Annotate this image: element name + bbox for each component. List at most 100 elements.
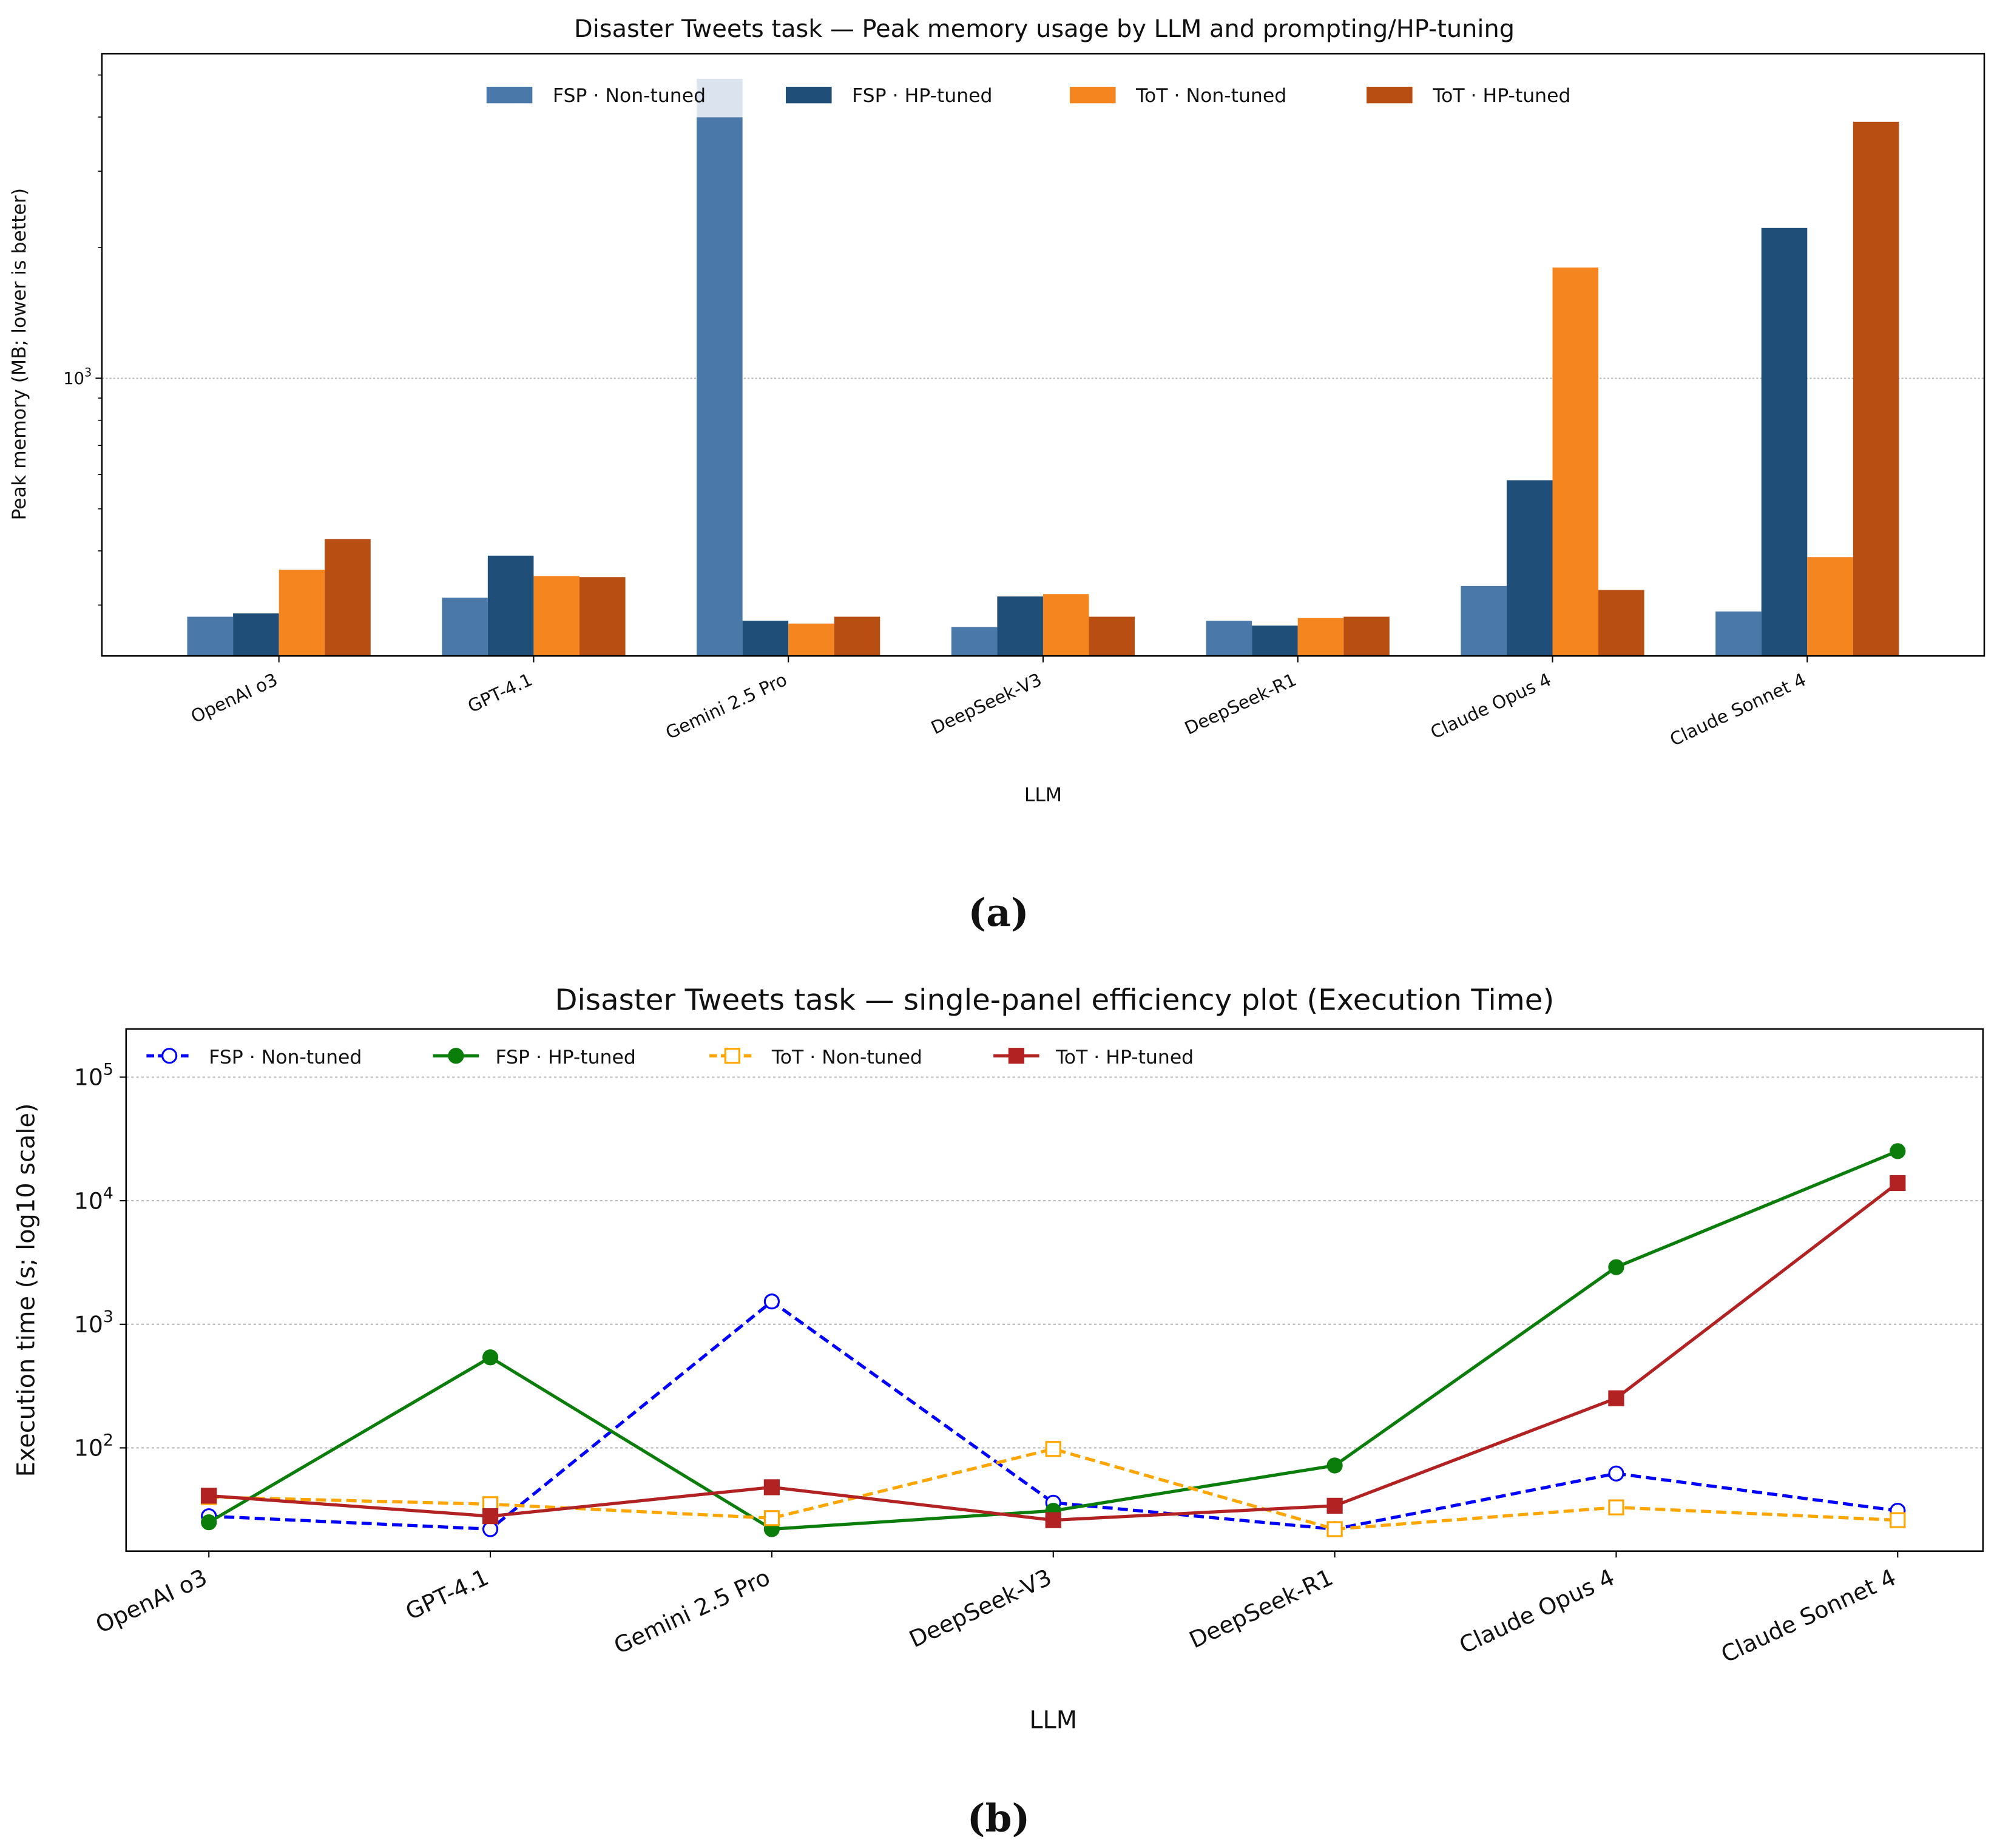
- bar-fsp-non-tuned-1: [442, 598, 488, 656]
- legend-marker: [1008, 1048, 1025, 1064]
- chart-b-ylabel: Execution time (s; log10 scale): [13, 1104, 41, 1477]
- bar-fsp-non-tuned-3: [951, 627, 998, 656]
- data-point: [482, 1349, 499, 1366]
- chart-b-xtick-label: GPT-4.1: [402, 1563, 493, 1625]
- data-point: [763, 1293, 780, 1310]
- legend-label: FSP · HP-tuned: [852, 85, 992, 107]
- series-line: [209, 1181, 1899, 1522]
- bar-fsp-hp-tuned-1: [487, 555, 534, 656]
- chart-a-xlabel: LLM: [1024, 784, 1062, 806]
- bar-tot-hp-tuned-2: [834, 616, 880, 656]
- bar-fsp-hp-tuned-6: [1761, 228, 1808, 656]
- chart-a-title: Disaster Tweets task — Peak memory usage…: [574, 15, 1515, 43]
- series-fsp-non-tuned: [201, 1293, 1906, 1537]
- chart-a-xtick-label: DeepSeek-R1: [1181, 669, 1300, 739]
- data-point: [763, 1510, 780, 1526]
- data-point: [1608, 1465, 1624, 1482]
- legend-marker: [161, 1048, 178, 1064]
- data-point: [201, 1488, 217, 1504]
- chart-b-xtick-label: DeepSeek-V3: [905, 1563, 1056, 1653]
- data-point: [482, 1508, 499, 1525]
- legend-label: ToT · HP-tuned: [1055, 1047, 1194, 1068]
- chart-a-peak-memory: Disaster Tweets task — Peak memory usage…: [8, 15, 1985, 806]
- legend-marker: [724, 1048, 740, 1064]
- bar-fsp-hp-tuned-4: [1252, 626, 1298, 656]
- chart-b-xtick-label: OpenAI o3: [92, 1563, 211, 1638]
- caption-b: (b): [967, 1795, 1030, 1840]
- data-point: [1326, 1521, 1343, 1537]
- series-tot-non-tuned: [201, 1441, 1906, 1537]
- chart-a-ylabel: Peak memory (MB; lower is better): [8, 188, 30, 521]
- legend-label: ToT · HP-tuned: [1432, 85, 1570, 107]
- chart-a-xtick-label: DeepSeek-V3: [928, 669, 1045, 738]
- bar-fsp-non-tuned-5: [1461, 585, 1507, 656]
- chart-b-xtick-label: Claude Sonnet 4: [1717, 1563, 1901, 1668]
- bar-fsp-hp-tuned-0: [233, 613, 279, 656]
- chart-b-execution-time: Disaster Tweets task — single-panel effi…: [13, 983, 1984, 1734]
- series-line: [208, 1149, 1899, 1531]
- bar-tot-hp-tuned-4: [1343, 616, 1390, 656]
- chart-a-xtick-label: Claude Sonnet 4: [1667, 669, 1809, 750]
- chart-a-ytick-label: 103: [63, 366, 92, 388]
- legend-label: ToT · Non-tuned: [771, 1047, 922, 1068]
- chart-b-xtick-label: DeepSeek-R1: [1185, 1563, 1337, 1653]
- bar-fsp-hp-tuned-5: [1506, 480, 1553, 656]
- chart-b-axes-frame: [125, 1028, 1984, 1552]
- data-point: [482, 1521, 499, 1537]
- legend-swatch: [486, 87, 533, 104]
- data-point: [1326, 1497, 1343, 1514]
- legend-swatch: [1070, 87, 1116, 104]
- chart-a-axes-frame: [101, 53, 1985, 657]
- data-point: [763, 1479, 780, 1496]
- chart-b-title: Disaster Tweets task — single-panel effi…: [555, 983, 1554, 1017]
- legend-label: FSP · HP-tuned: [495, 1047, 635, 1068]
- chart-b-xtick-label: Gemini 2.5 Pro: [610, 1563, 774, 1659]
- bar-tot-non-tuned-2: [788, 623, 834, 656]
- data-point: [1326, 1457, 1343, 1474]
- chart-a-xtick-label: OpenAI o3: [188, 669, 280, 727]
- chart-b-ytick-label: 105: [74, 1061, 113, 1091]
- legend-label: FSP · Non-tuned: [209, 1047, 362, 1068]
- series-tot-hp-tuned: [201, 1175, 1906, 1528]
- data-point: [1608, 1259, 1624, 1275]
- legend-label: ToT · Non-tuned: [1135, 85, 1286, 107]
- chart-b-xtick-label: Claude Opus 4: [1455, 1563, 1618, 1659]
- bar-tot-non-tuned-3: [1042, 594, 1089, 656]
- chart-b-ytick-label: 104: [74, 1184, 113, 1214]
- bar-tot-non-tuned-5: [1552, 267, 1599, 656]
- bar-tot-hp-tuned-0: [325, 539, 371, 656]
- bar-tot-non-tuned-0: [279, 569, 325, 656]
- bar-fsp-non-tuned-6: [1715, 611, 1762, 656]
- chart-a-legend-frame: [465, 74, 1624, 118]
- legend-swatch: [785, 87, 832, 104]
- data-point: [1890, 1143, 1906, 1159]
- chart-a-xtick-label: Claude Opus 4: [1427, 669, 1554, 743]
- bar-tot-hp-tuned-1: [579, 577, 626, 656]
- data-point: [1045, 1512, 1061, 1528]
- series-fsp-hp-tuned: [201, 1143, 1906, 1537]
- bar-fsp-hp-tuned-3: [997, 596, 1043, 656]
- bar-tot-non-tuned-6: [1807, 557, 1853, 656]
- caption-a: (a): [968, 890, 1029, 935]
- chart-a-xtick-label: GPT-4.1: [465, 669, 536, 717]
- data-point: [1890, 1512, 1906, 1528]
- legend-marker: [448, 1048, 464, 1064]
- legend-label: FSP · Non-tuned: [553, 85, 706, 107]
- bar-fsp-non-tuned-0: [187, 616, 234, 656]
- bar-tot-hp-tuned-5: [1598, 590, 1644, 656]
- chart-b-ytick-label: 103: [74, 1307, 113, 1338]
- legend-swatch: [1367, 87, 1413, 104]
- chart-b-xlabel: LLM: [1029, 1706, 1077, 1734]
- bar-tot-hp-tuned-3: [1089, 616, 1135, 656]
- bar-tot-non-tuned-4: [1297, 618, 1344, 656]
- chart-b-legend: FSP · Non-tuned FSP · HP-tuned ToT · Non-t…: [146, 1047, 1194, 1068]
- data-point: [1608, 1499, 1624, 1516]
- bar-tot-non-tuned-1: [533, 576, 580, 656]
- chart-b-ytick-label: 102: [74, 1431, 113, 1462]
- data-point: [1045, 1441, 1061, 1457]
- bar-fsp-non-tuned-2: [697, 78, 743, 656]
- data-point: [201, 1514, 217, 1531]
- data-point: [1608, 1390, 1624, 1406]
- bar-fsp-non-tuned-4: [1206, 621, 1252, 656]
